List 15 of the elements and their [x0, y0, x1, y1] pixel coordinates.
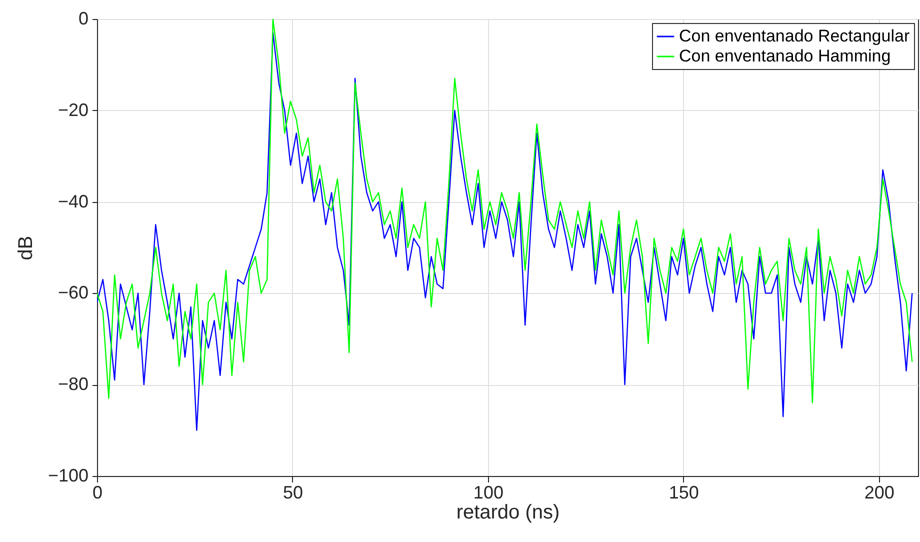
x-tick-label: 200 — [864, 482, 894, 502]
y-tick-label: −100 — [48, 466, 88, 486]
legend-label: Con enventanado Hamming — [679, 46, 891, 66]
y-axis-title: dB — [14, 236, 37, 260]
y-tick-label: −40 — [58, 191, 88, 212]
x-tick-label: 100 — [473, 482, 504, 502]
legend-label: Con enventanado Rectangular — [679, 26, 910, 46]
x-axis-title: retardo (ns) — [456, 502, 560, 524]
y-tick-label: −60 — [58, 282, 88, 303]
x-tick-label: 0 — [92, 482, 103, 502]
x-tick-label: 50 — [282, 482, 303, 502]
y-tick-label: −20 — [58, 100, 88, 120]
y-tick-label: −80 — [58, 374, 88, 394]
x-tick-label: 150 — [668, 482, 699, 502]
y-tick-label: 0 — [78, 8, 88, 28]
